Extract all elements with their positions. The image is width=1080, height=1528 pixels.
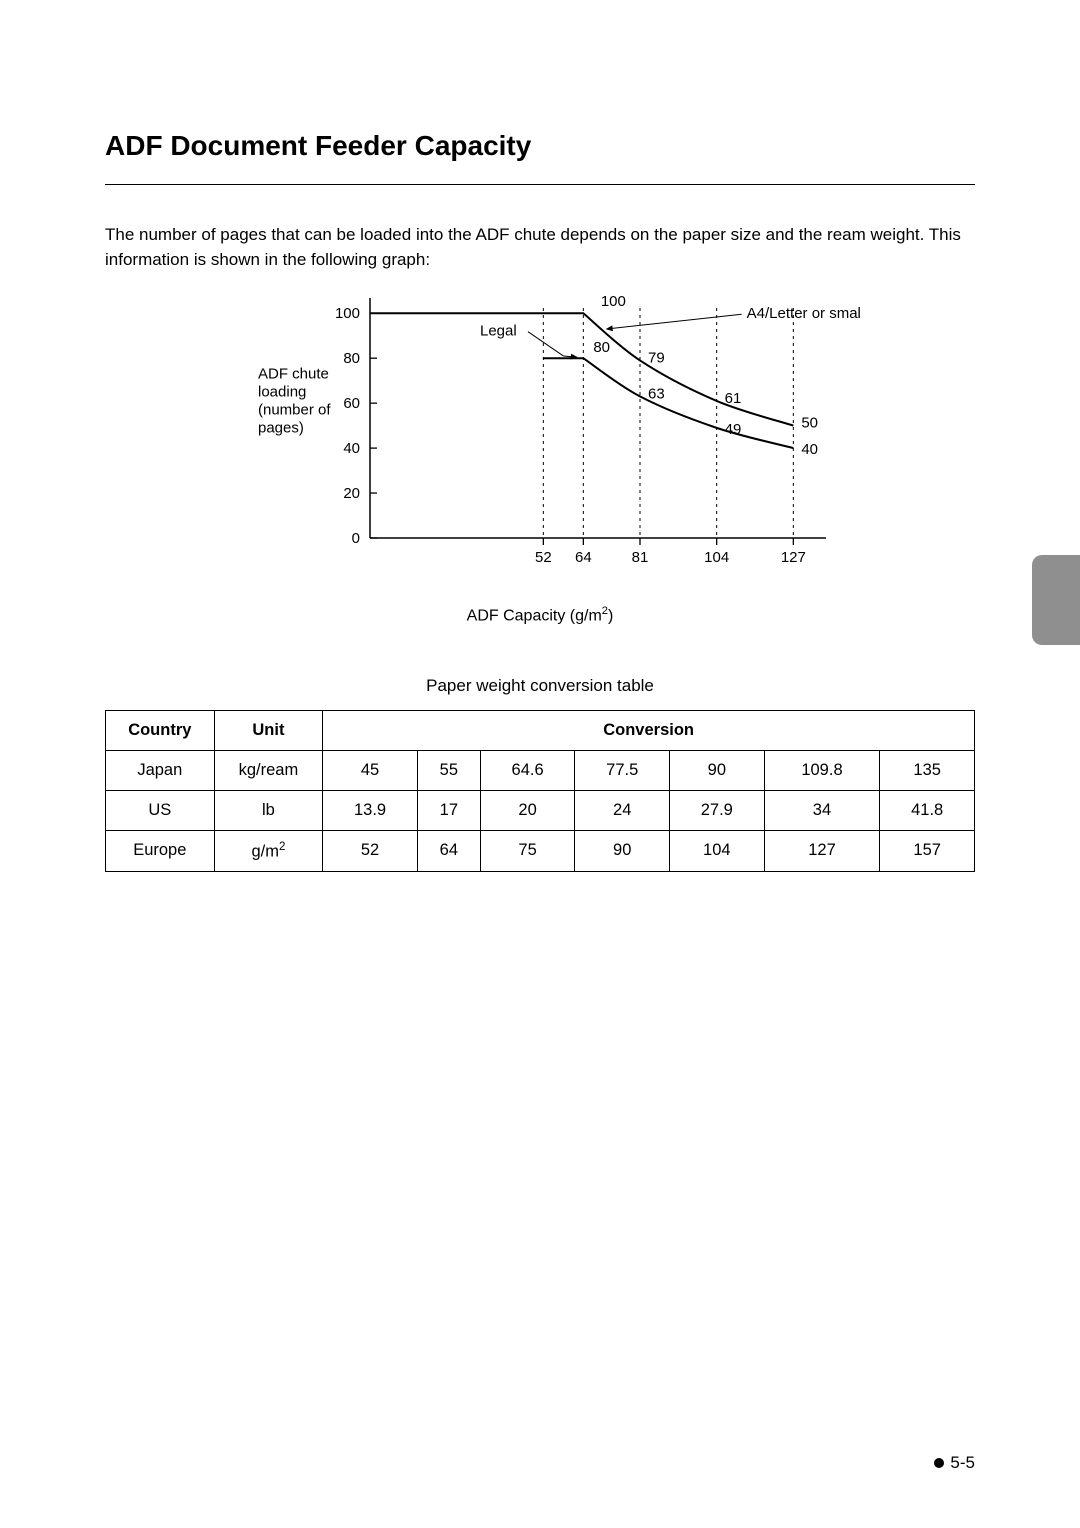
svg-text:A4/Letter or smaller: A4/Letter or smaller — [747, 306, 860, 323]
svg-text:61: 61 — [725, 390, 742, 407]
svg-text:60: 60 — [343, 395, 360, 412]
cell-value: 45 — [323, 750, 418, 790]
svg-text:127: 127 — [781, 549, 806, 566]
intro-paragraph: The number of pages that can be loaded i… — [105, 223, 975, 272]
svg-text:Legal: Legal — [480, 323, 517, 340]
svg-text:80: 80 — [593, 339, 610, 356]
svg-text:64: 64 — [575, 549, 592, 566]
cell-value: 64 — [417, 830, 480, 872]
side-tab — [1032, 555, 1080, 645]
svg-text:20: 20 — [343, 485, 360, 502]
table-header-row: Country Unit Conversion — [106, 710, 975, 750]
cell-value: 64.6 — [480, 750, 575, 790]
cell-value: 157 — [880, 830, 975, 872]
cell-value: 75 — [480, 830, 575, 872]
th-conversion: Conversion — [323, 710, 975, 750]
page-number: 5-5 — [934, 1453, 975, 1473]
svg-text:40: 40 — [801, 441, 818, 458]
table-caption: Paper weight conversion table — [105, 676, 975, 696]
cell-country: Europe — [106, 830, 215, 872]
chart-x-label-text: ADF Capacity (g/m — [467, 608, 602, 625]
bullet-icon — [934, 1458, 944, 1468]
svg-text:40: 40 — [343, 440, 360, 457]
svg-text:104: 104 — [704, 549, 729, 566]
cell-unit: g/m2 — [214, 830, 323, 872]
svg-text:49: 49 — [725, 421, 742, 438]
cell-value: 27.9 — [670, 790, 765, 830]
cell-value: 55 — [417, 750, 480, 790]
svg-text:loading: loading — [258, 384, 306, 401]
table-row: Europeg/m252647590104127157 — [106, 830, 975, 872]
cell-value: 127 — [764, 830, 880, 872]
svg-text:52: 52 — [535, 549, 552, 566]
cell-value: 13.9 — [323, 790, 418, 830]
cell-value: 52 — [323, 830, 418, 872]
cell-value: 34 — [764, 790, 880, 830]
cell-value: 90 — [575, 830, 670, 872]
cell-value: 109.8 — [764, 750, 880, 790]
cell-value: 24 — [575, 790, 670, 830]
svg-text:63: 63 — [648, 386, 665, 403]
svg-text:0: 0 — [352, 530, 360, 547]
th-unit: Unit — [214, 710, 323, 750]
cell-value: 41.8 — [880, 790, 975, 830]
svg-text:50: 50 — [801, 415, 818, 432]
svg-text:ADF chute: ADF chute — [258, 366, 329, 383]
conversion-table: Country Unit Conversion Japankg/ream4555… — [105, 710, 975, 873]
table-row: USlb13.917202427.93441.8 — [106, 790, 975, 830]
title-rule — [105, 184, 975, 185]
cell-value: 90 — [670, 750, 765, 790]
svg-text:100: 100 — [601, 294, 626, 311]
cell-value: 20 — [480, 790, 575, 830]
cell-value: 104 — [670, 830, 765, 872]
chart-svg: 0 20 40 60 80 100 52 64 81 104 127 ADF chuteloading… — [220, 288, 860, 588]
table-row: Japankg/ream455564.677.590109.8135 — [106, 750, 975, 790]
cell-unit: lb — [214, 790, 323, 830]
capacity-chart: 0 20 40 60 80 100 52 64 81 104 127 ADF chuteloading… — [220, 288, 860, 625]
svg-text:80: 80 — [343, 350, 360, 367]
cell-country: Japan — [106, 750, 215, 790]
svg-text:79: 79 — [648, 350, 665, 367]
th-country: Country — [106, 710, 215, 750]
svg-text:100: 100 — [335, 306, 360, 323]
cell-value: 77.5 — [575, 750, 670, 790]
page-title: ADF Document Feeder Capacity — [105, 130, 975, 162]
svg-text:(number of: (number of — [258, 402, 331, 419]
cell-unit: kg/ream — [214, 750, 323, 790]
cell-value: 135 — [880, 750, 975, 790]
svg-text:pages): pages) — [258, 420, 304, 437]
svg-text:81: 81 — [632, 549, 649, 566]
cell-country: US — [106, 790, 215, 830]
chart-x-label: ADF Capacity (g/m2) — [220, 605, 860, 625]
cell-value: 17 — [417, 790, 480, 830]
